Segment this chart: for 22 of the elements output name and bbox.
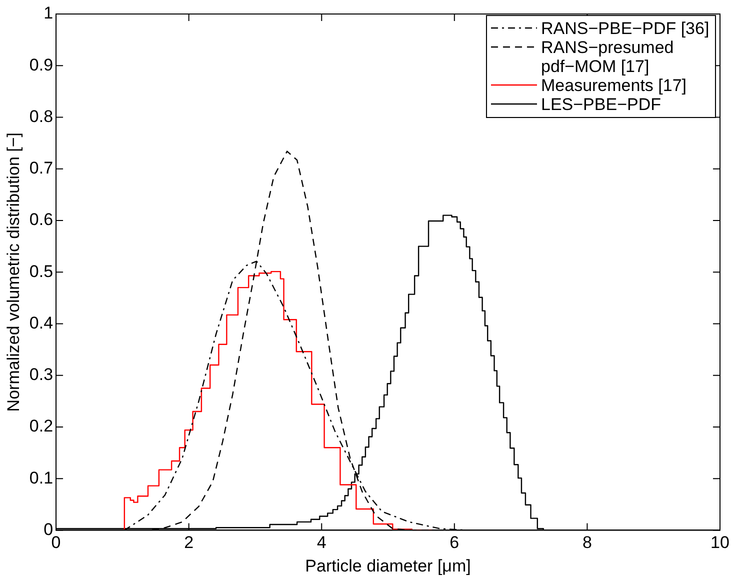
y-tick-label: 0.4 xyxy=(29,313,54,332)
legend-label: RANS−presumed pdf−MOM [17] xyxy=(541,38,675,76)
x-tick-label: 8 xyxy=(582,533,592,552)
x-tick-label: 4 xyxy=(316,533,326,552)
y-tick-label: 0.5 xyxy=(29,262,54,281)
y-tick-label: 0.2 xyxy=(29,416,54,436)
y-tick-label: 0.3 xyxy=(29,365,54,384)
x-axis-title: Particle diameter [μm] xyxy=(305,556,471,576)
legend-label: RANS−PBE−PDF [36] xyxy=(541,19,710,38)
y-tick-label: 0.9 xyxy=(29,55,54,74)
x-tick-label: 2 xyxy=(184,533,194,552)
legend-label: Measurements [17] xyxy=(541,76,687,95)
y-tick-label: 1 xyxy=(44,4,54,23)
x-tick-label: 10 xyxy=(710,533,730,552)
legend-label: LES−PBE−PDF xyxy=(541,95,662,114)
y-tick-label: 0.1 xyxy=(29,468,54,488)
y-tick-label: 0 xyxy=(44,520,54,539)
y-axis-title: Normalized volumetric distribution [−] xyxy=(4,132,23,412)
y-tick-label: 0.6 xyxy=(29,210,54,230)
x-tick-label: 6 xyxy=(450,533,460,552)
y-tick-label: 0.8 xyxy=(29,106,54,126)
y-tick-label: 0.7 xyxy=(29,158,54,178)
